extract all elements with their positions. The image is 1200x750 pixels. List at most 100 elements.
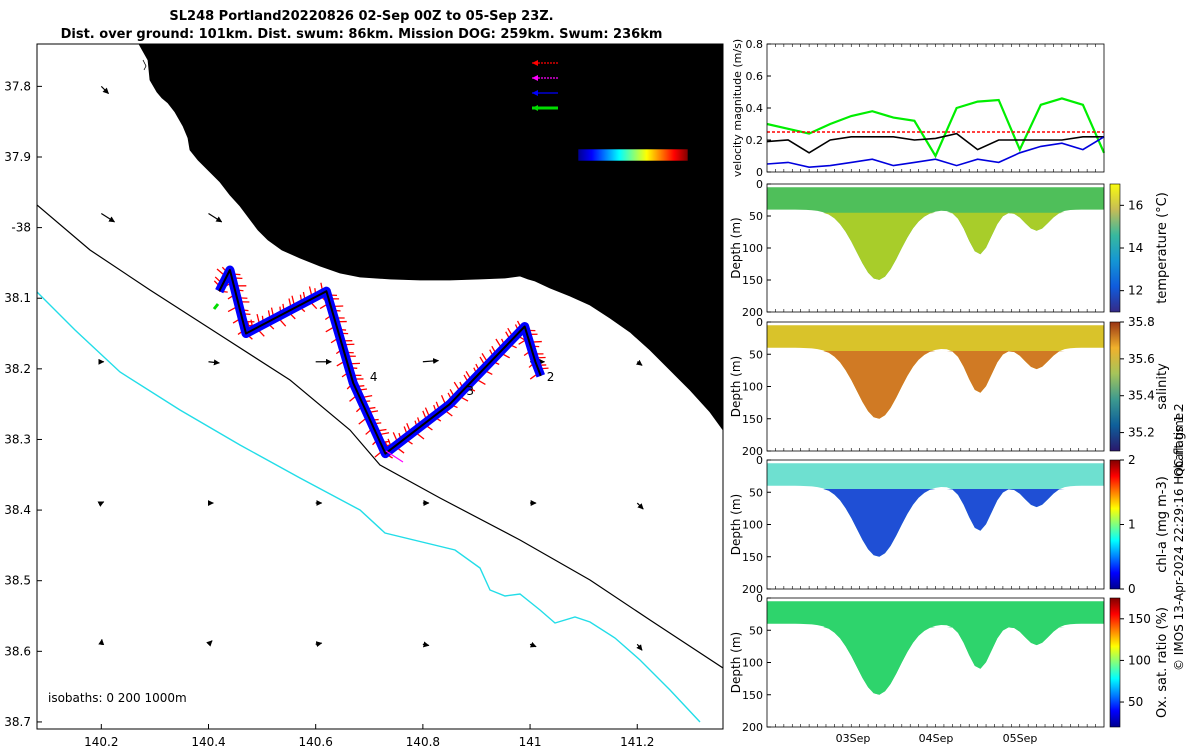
legend-label: net glider velocity (566, 101, 674, 115)
section-fill-upper (767, 601, 1104, 695)
colorbar-tick-label: 0.2 (612, 167, 631, 181)
section-fill-upper (767, 463, 1104, 557)
panel-y-tick-label: 0.8 (746, 38, 764, 51)
map-x-tick-label: 140.8 (406, 735, 440, 749)
map-y-tick-label: 38.5 (4, 574, 31, 588)
velocity-series-line (766, 132, 1104, 154)
panel-y-tick-label: 50 (749, 624, 763, 637)
panel-y-tick-label: 200 (742, 721, 763, 734)
current-arrow (100, 85, 109, 94)
panel-x-tick-label: 03Sep (836, 732, 871, 745)
map-frame (36, 43, 724, 730)
colorbar-tick-label: 2 (1128, 453, 1136, 467)
current-arrow (635, 359, 643, 366)
net-glider-velocity-mark (212, 303, 220, 310)
section-fill-upper (767, 187, 1104, 280)
legend-arrowhead (532, 60, 538, 66)
current-arrow (636, 643, 643, 651)
legend-arrowhead (532, 105, 538, 111)
glider-track (218, 269, 542, 455)
colorbar-tick-label: 35.6 (1128, 352, 1155, 366)
map-y-tick-label: 37.8 (4, 79, 31, 93)
legend-arrowhead (532, 120, 538, 126)
panel-y-tick-label: 100 (742, 519, 763, 532)
panel-y-label: Depth (m) (729, 632, 743, 693)
map-y-tick-label: 38.6 (4, 644, 31, 658)
current-arrow (206, 640, 213, 647)
legend-label: dive-avg current veloc. (566, 86, 704, 100)
qc-flags-label: QC flags 1 2 (1172, 403, 1186, 476)
map-x-axis: 140.2 140.4 140.6 140.8 141 141.2 (84, 724, 654, 749)
colorbar-tick-label: 0 (1128, 582, 1136, 596)
legend-label: sfc geo. vel. 05-Sep-2022 (566, 116, 719, 130)
panel-y-tick-label: 100 (742, 657, 763, 670)
panel-y-tick-label: 200 (742, 306, 763, 319)
section-fill-lower (767, 627, 1104, 695)
panel-x-tick-label: 04Sep (919, 732, 954, 745)
map-x-tick-label: 140.2 (84, 735, 118, 749)
panel-frame (766, 43, 1105, 173)
imos-credit: © IMOS 13-Apr-2024 22:29:16 Hobart time. (1172, 409, 1186, 671)
colorbar-tick-label: 16 (1128, 198, 1143, 212)
colorbar-tick-label: 0 (574, 167, 582, 181)
velocity-series-line (766, 136, 1105, 169)
colorbar-title: Ox. sat. ratio (%) (1155, 607, 1170, 718)
colorbar-tick-label: 14 (1128, 241, 1143, 255)
panel-y-tick-label: 0 (756, 592, 763, 605)
panel-y-label: Depth (m) (729, 356, 743, 417)
panel-colorbar (1109, 459, 1121, 590)
panel-colorbar (1109, 321, 1121, 452)
map-x-tick-label: 140.6 (299, 735, 333, 749)
panel-y-label: Depth (m) (729, 494, 743, 555)
map-y-tick-label: 38.2 (4, 362, 31, 376)
map-y-tick-label: 38.7 (4, 715, 31, 729)
legend-label: GPS surface velocity (566, 71, 689, 85)
panel-3: 0 1 2 chl-a (mg m-3) 0 50 100 150 200 Depth (m) (729, 453, 1170, 596)
isobath-label: isobaths: 0 200 1000m (48, 691, 187, 705)
panel-y-tick-label: 0 (756, 454, 763, 467)
speed-colorbar (577, 148, 689, 162)
panel-y-tick-label: 150 (742, 551, 763, 564)
panel-y-tick-label: 150 (742, 274, 763, 287)
colorbar-tick-label: 50 (1128, 695, 1143, 709)
current-arrow (422, 358, 440, 364)
colorbar-tick-label: 0.4 (656, 167, 675, 181)
gps-surface-velocity-arrow (385, 450, 404, 463)
panel-y-tick-label: 150 (742, 689, 763, 702)
panel-4: 50 100 150 Ox. sat. ratio (%) 0 50 100 150 200 De… (729, 592, 1170, 745)
map-y-tick-label: -38 (11, 221, 31, 235)
panel-y-tick-label: 0 (756, 178, 763, 191)
map-x-tick-label: 141 (519, 735, 542, 749)
colorbar-tick-label: 35.2 (1128, 426, 1155, 440)
colorbar-tick-label: 150 (1128, 612, 1151, 626)
map-y-tick-label: 37.9 (4, 150, 31, 164)
panel-y-tick-label: 50 (749, 348, 763, 361)
panel-y-tick-label: 200 (742, 445, 763, 458)
panel-y-tick-label: 150 (742, 413, 763, 426)
current-arrow (422, 641, 430, 648)
current-arrow (100, 212, 116, 223)
legend-arrowhead (532, 90, 538, 96)
panel-y-tick-label: 50 (749, 486, 763, 499)
map-panel: 234 140.2 140.4 140.6 140.8 141 141.2 37.837.… (4, 43, 724, 749)
speed-colorbar-ticks: 0 0.2 0.4 (574, 167, 675, 181)
colorbar-tick-label: 100 (1128, 653, 1151, 667)
map-y-tick-label: 38.3 (4, 432, 31, 446)
current-arrow (208, 359, 220, 366)
colorbar-tick-label: 35.4 (1128, 389, 1155, 403)
current-arrow (529, 641, 537, 648)
panel-y-tick-label: 0 (756, 166, 763, 179)
waypoint-labels: 2 3 4 (370, 370, 555, 398)
map-x-tick-label: 140.4 (191, 735, 225, 749)
section-fill-lower (767, 351, 1104, 419)
waypoint-label: 3 (466, 384, 474, 398)
colorbar-units: (m/s) (613, 131, 647, 146)
land-polygon (138, 44, 723, 431)
colorbar-title: chl-a (mg m-3) (1155, 476, 1170, 573)
colorbar-tick-label: 1 (1128, 518, 1136, 532)
current-arrow (208, 212, 223, 223)
panel-y-tick-label: 50 (749, 210, 763, 223)
